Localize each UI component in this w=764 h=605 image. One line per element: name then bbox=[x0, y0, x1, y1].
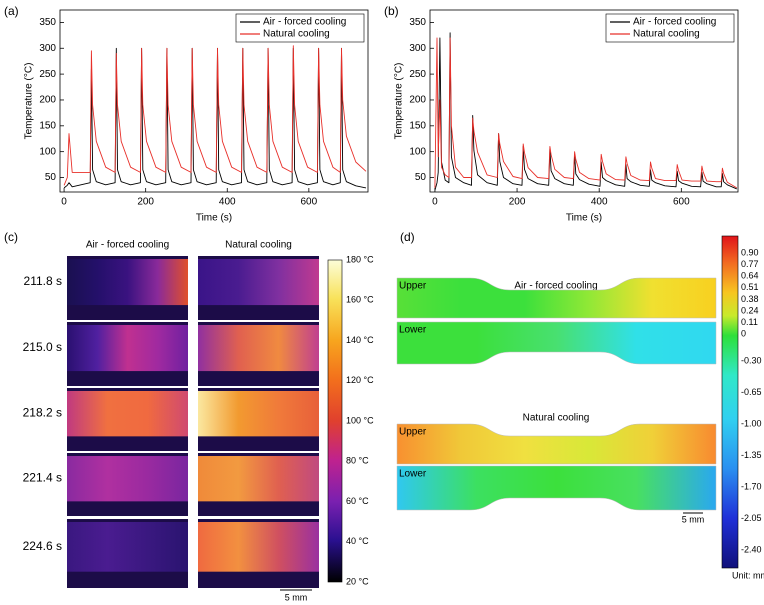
colorbar-label: 20 °C bbox=[346, 576, 369, 586]
y-tick-label: 250 bbox=[409, 69, 426, 80]
legend-label: Natural cooling bbox=[263, 29, 330, 40]
unit-label: Unit: mm bbox=[732, 570, 764, 580]
x-tick-label: 600 bbox=[673, 197, 690, 208]
time-label: 211.8 s bbox=[24, 274, 62, 288]
legend-label: Air - forced cooling bbox=[633, 17, 716, 28]
y-tick-label: 250 bbox=[39, 69, 56, 80]
y-tick-label: 50 bbox=[45, 172, 57, 183]
y-tick-label: 200 bbox=[409, 95, 426, 106]
legend-label: Natural cooling bbox=[633, 29, 700, 40]
colorbar-label: 180 °C bbox=[346, 254, 374, 264]
thermal-colorbar bbox=[327, 259, 343, 583]
series-line bbox=[63, 45, 367, 186]
thermal-image bbox=[67, 259, 188, 306]
panel-label: (d) bbox=[400, 230, 415, 244]
x-axis-label: Time (s) bbox=[196, 213, 232, 224]
plot-frame bbox=[59, 9, 369, 193]
panel-label: (b) bbox=[384, 4, 399, 18]
colorbar-label: -2.05 bbox=[741, 513, 762, 523]
colorbar-label: 0.64 bbox=[741, 271, 759, 281]
colorbar-label: 80 °C bbox=[346, 456, 369, 466]
column-header: Natural cooling bbox=[225, 240, 292, 251]
strain-map bbox=[396, 423, 717, 465]
thermal-image bbox=[198, 456, 319, 502]
colorbar-label: 0.24 bbox=[741, 305, 759, 315]
x-axis-label: Time (s) bbox=[566, 213, 602, 224]
section-title: Air - forced cooling bbox=[514, 281, 597, 292]
time-label: 215.0 s bbox=[23, 340, 62, 354]
colorbar-label: 0.51 bbox=[741, 282, 759, 292]
plot-frame bbox=[429, 9, 739, 193]
scale-bar-label: 5 mm bbox=[682, 514, 705, 524]
y-tick-label: 350 bbox=[39, 17, 56, 28]
thermal-image bbox=[67, 456, 188, 502]
thermal-image bbox=[67, 325, 188, 372]
y-tick-label: 300 bbox=[409, 43, 426, 54]
specimen-label: Upper bbox=[399, 427, 427, 438]
thermal-image bbox=[198, 259, 319, 306]
series-line bbox=[434, 37, 738, 189]
series-line bbox=[63, 47, 367, 189]
thermal-image bbox=[198, 391, 319, 437]
colorbar-label: -1.00 bbox=[741, 418, 762, 428]
strain-map bbox=[396, 465, 717, 511]
y-axis-label: Temperature (°C) bbox=[24, 63, 35, 140]
x-tick-label: 200 bbox=[509, 197, 526, 208]
time-label: 218.2 s bbox=[23, 405, 62, 419]
colorbar-label: 120 °C bbox=[346, 375, 374, 385]
x-tick-label: 600 bbox=[301, 197, 318, 208]
time-label: 221.4 s bbox=[23, 470, 62, 484]
colorbar-label: 40 °C bbox=[346, 536, 369, 546]
specimen-label: Upper bbox=[399, 281, 427, 292]
strain-map bbox=[396, 321, 717, 365]
y-tick-label: 150 bbox=[409, 120, 426, 131]
colorbar-label: 0.38 bbox=[741, 294, 759, 304]
thermal-image bbox=[198, 325, 319, 372]
time-label: 224.6 s bbox=[23, 539, 62, 553]
legend-label: Air - forced cooling bbox=[263, 17, 346, 28]
colorbar-label: 0.90 bbox=[741, 247, 759, 257]
y-tick-label: 200 bbox=[39, 95, 56, 106]
legend-box bbox=[235, 13, 365, 43]
scale-bar-label: 5 mm bbox=[285, 592, 308, 602]
y-tick-label: 150 bbox=[39, 120, 56, 131]
colorbar-label: -0.30 bbox=[741, 355, 762, 365]
colorbar-label: -1.70 bbox=[741, 481, 762, 491]
legend-box bbox=[605, 13, 735, 43]
column-header: Air - forced cooling bbox=[86, 240, 169, 251]
x-tick-label: 400 bbox=[219, 197, 236, 208]
x-tick-label: 200 bbox=[137, 197, 154, 208]
y-tick-label: 100 bbox=[39, 146, 56, 157]
specimen-label: Lower bbox=[399, 469, 427, 480]
colorbar-label: -2.40 bbox=[741, 544, 762, 554]
x-tick-label: 0 bbox=[432, 197, 438, 208]
colorbar-label: 0.77 bbox=[741, 259, 759, 269]
panel-label: (a) bbox=[4, 4, 19, 18]
y-tick-label: 100 bbox=[409, 146, 426, 157]
colorbar-label: -0.65 bbox=[741, 387, 762, 397]
thermal-image bbox=[67, 522, 188, 572]
series-line bbox=[434, 32, 737, 191]
x-tick-label: 0 bbox=[61, 197, 67, 208]
y-tick-label: 350 bbox=[409, 17, 426, 28]
colorbar-label: -1.35 bbox=[741, 450, 762, 460]
colorbar-label: 60 °C bbox=[346, 496, 369, 506]
y-axis-label: Temperature (°C) bbox=[394, 63, 405, 140]
colorbar-label: 140 °C bbox=[346, 335, 374, 345]
y-tick-label: 50 bbox=[415, 172, 427, 183]
y-tick-label: 300 bbox=[39, 43, 56, 54]
colorbar-label: 0 bbox=[741, 329, 746, 339]
x-tick-label: 400 bbox=[591, 197, 608, 208]
thermal-image bbox=[198, 522, 319, 572]
panel-label: (c) bbox=[4, 230, 18, 244]
thermal-image bbox=[67, 391, 188, 437]
specimen-label: Lower bbox=[399, 325, 427, 336]
strain-map bbox=[396, 277, 717, 319]
section-title: Natural cooling bbox=[523, 413, 590, 424]
strain-colorbar bbox=[721, 235, 739, 569]
colorbar-label: 160 °C bbox=[346, 295, 374, 305]
colorbar-label: 0.11 bbox=[741, 317, 758, 327]
colorbar-label: 100 °C bbox=[346, 415, 374, 425]
